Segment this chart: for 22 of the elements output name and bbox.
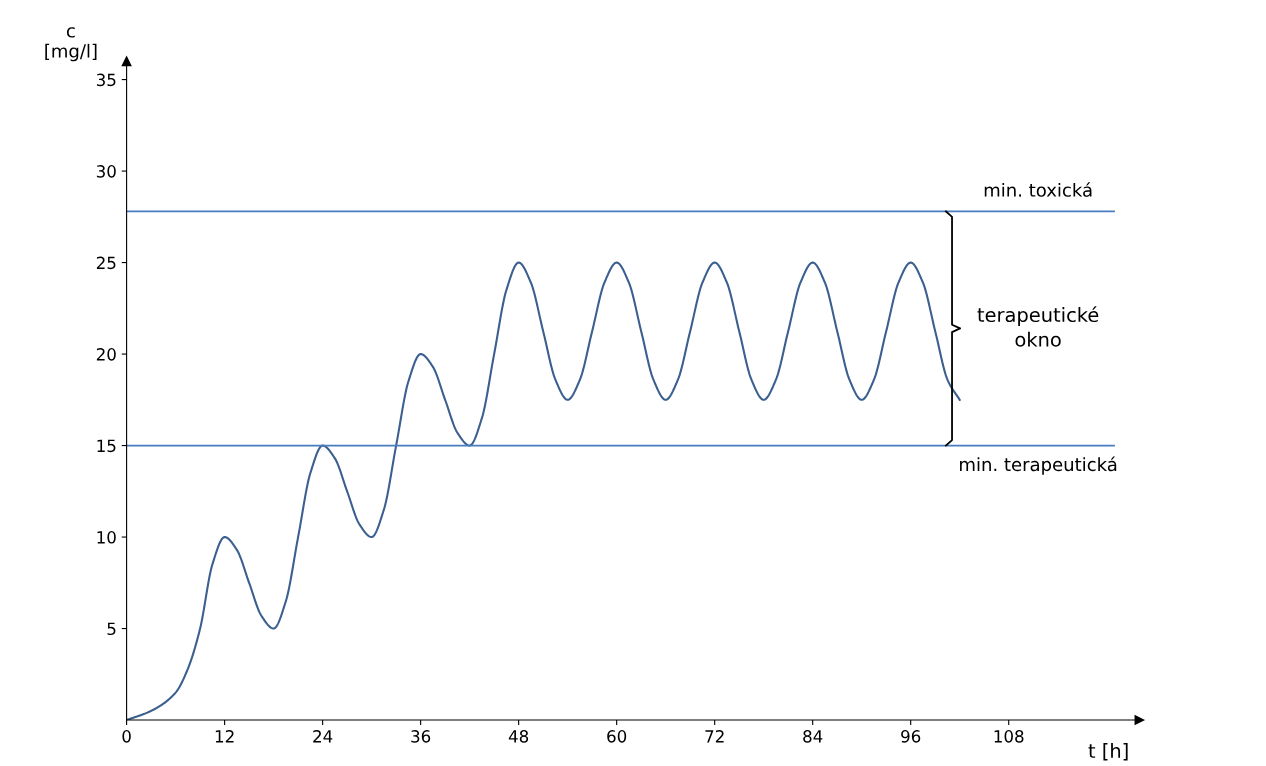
x-axis-title: t [h] — [1088, 743, 1128, 761]
y-tick-label: 10 — [97, 531, 116, 544]
y-tick-label: 15 — [97, 439, 116, 453]
x-tick-label: 36 — [411, 730, 431, 743]
y-tick-label: 20 — [96, 348, 116, 361]
x-tick-label: 12 — [215, 730, 234, 743]
y-tick-label: 35 — [96, 73, 116, 87]
annotation: terapeutické okno — [977, 306, 1099, 347]
ref-line-label: min. toxická — [984, 182, 1092, 197]
ref-line-label: min. terapeutická — [960, 456, 1117, 475]
x-tick-label: 84 — [803, 730, 823, 743]
y-tick-label: 25 — [96, 256, 116, 270]
x-tick-label: 48 — [508, 730, 529, 743]
x-tick-label: 0 — [122, 730, 131, 743]
x-tick-label: 72 — [705, 730, 724, 743]
y-tick-label: 5 — [107, 622, 116, 636]
x-tick-label: 24 — [313, 730, 333, 743]
y-axis-title: c [mg/l] — [45, 27, 97, 62]
x-tick-label: 60 — [607, 730, 627, 743]
x-tick-label: 96 — [901, 730, 921, 743]
y-tick-label: 30 — [96, 165, 116, 178]
x-tick-label: 108 — [994, 730, 1024, 743]
